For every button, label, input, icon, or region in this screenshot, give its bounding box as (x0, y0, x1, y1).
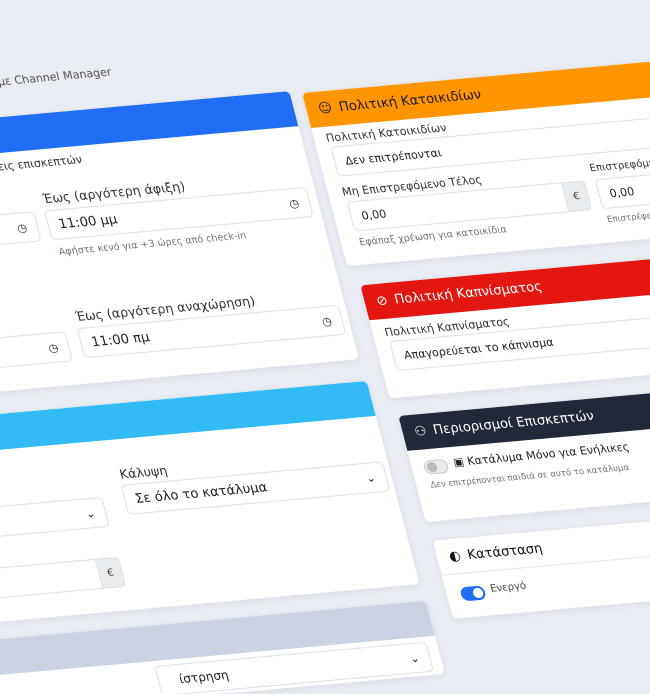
pets-deposit-value: 0,00 (607, 184, 636, 200)
smoking-card-title: Πολιτική Καπνίσματος (392, 279, 544, 308)
coverage-value: Σε όλο το κατάλυμα (133, 479, 270, 507)
coverage-card: ⌄ Κάλυψη Σε όλο το κατάλυμα ⌄ € (0, 379, 421, 641)
smiley-icon: ☺ (316, 100, 335, 117)
page-subtitle: μό με Channel Manager (0, 65, 113, 90)
clock-icon: ◷ (320, 314, 334, 329)
active-toggle[interactable] (459, 585, 487, 602)
amount-input[interactable] (0, 558, 104, 611)
arrival-from-input[interactable]: ◷ (0, 211, 42, 269)
departure-from-input[interactable]: ◷ (0, 331, 73, 389)
chevron-down-icon: ⌄ (408, 651, 421, 666)
clock-icon: ◷ (287, 196, 301, 211)
chevron-down-icon: ⌄ (84, 506, 97, 521)
checkin-times-card: σεις επισκεπτών ◷ Έως (αργότερη άφιξη) 1… (0, 90, 361, 416)
pets-card-header: ☺ Πολιτική Κατοικιδίων (302, 48, 650, 129)
adults-only-toggle[interactable] (422, 458, 450, 475)
smoking-policy-value: Απαγορεύεται το κάπνισμα (402, 335, 555, 362)
contrast-icon: ◐ (447, 548, 463, 565)
chevron-down-icon: ⌄ (364, 471, 378, 486)
active-label: Ενεργό (489, 580, 528, 595)
pets-card-title: Πολιτική Κατοικιδίων (337, 87, 484, 116)
arrival-to-value: 11:00 μμ (56, 211, 119, 232)
type-select[interactable]: ⌄ (0, 496, 110, 551)
pets-policy-value: Δεν επιτρέπονται (343, 145, 443, 168)
departure-to-value: 11:00 πμ (89, 329, 152, 350)
pets-policy-card: ☺ Πολιτική Κατοικιδίων Πολιτική Κατοικιδί… (300, 47, 650, 268)
coverage-card-header (0, 380, 376, 472)
id-card-icon: ▣ (451, 455, 466, 470)
clock-icon: ◷ (46, 341, 60, 356)
status-card-title: Κατάσταση (465, 540, 545, 563)
smoking-policy-card: ⊘ Πολιτική Καπνίσματος Πολιτική Καπνίσματ… (358, 239, 650, 400)
pets-deposit-label: Επιστρεφόμενη Εγγύηση (588, 152, 650, 175)
bottom-select-value: ίστρηση (177, 667, 231, 687)
no-smoking-icon: ⊘ (374, 293, 390, 310)
pets-fee-value: 0,00 (359, 206, 388, 223)
guests-card-title: Περιορισμοί Επισκεπτών (431, 408, 596, 439)
coverage-label: Κάλυψη (117, 462, 169, 482)
checkin-card-description: σεις επισκεπτών (0, 152, 84, 175)
clock-icon: ◷ (15, 221, 29, 236)
people-icon: ⚇ (412, 423, 429, 440)
pets-deposit-hint: Επιστρέφεται αν δεν υ (606, 206, 650, 226)
